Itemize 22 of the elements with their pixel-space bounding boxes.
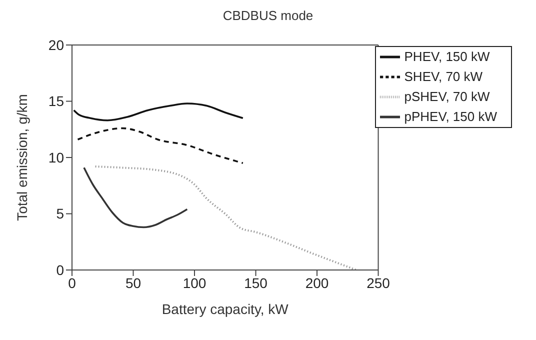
line-series xyxy=(94,166,358,270)
x-tick-label: 150 xyxy=(244,274,268,291)
x-tick-label: 50 xyxy=(125,274,142,291)
x-tick-label: 0 xyxy=(68,274,76,291)
x-axis-title: Battery capacity, kW xyxy=(162,301,290,317)
line-series xyxy=(72,102,244,122)
x-tick-label: 250 xyxy=(366,274,390,291)
x-tick-label: 200 xyxy=(305,274,329,291)
chart-title: CBDBUS mode xyxy=(222,8,314,24)
y-axis-title: Total emission, g/km xyxy=(14,94,30,221)
legend-label: SHEV, 70 kW xyxy=(404,69,483,84)
x-tick-label: 100 xyxy=(182,274,206,291)
legend-label: pSHEV, 70 kW xyxy=(404,89,490,104)
y-tick-label: 20 xyxy=(48,36,64,53)
legend-label: pPHEV, 150 kW xyxy=(404,109,497,124)
line-series xyxy=(83,166,188,228)
legend-label: PHEV, 150 kW xyxy=(404,49,490,64)
line-series xyxy=(76,127,244,164)
y-tick-label: 0 xyxy=(56,262,64,278)
y-tick-label: 5 xyxy=(56,206,64,222)
y-tick-label: 10 xyxy=(48,149,64,166)
y-tick-label: 15 xyxy=(48,93,64,110)
